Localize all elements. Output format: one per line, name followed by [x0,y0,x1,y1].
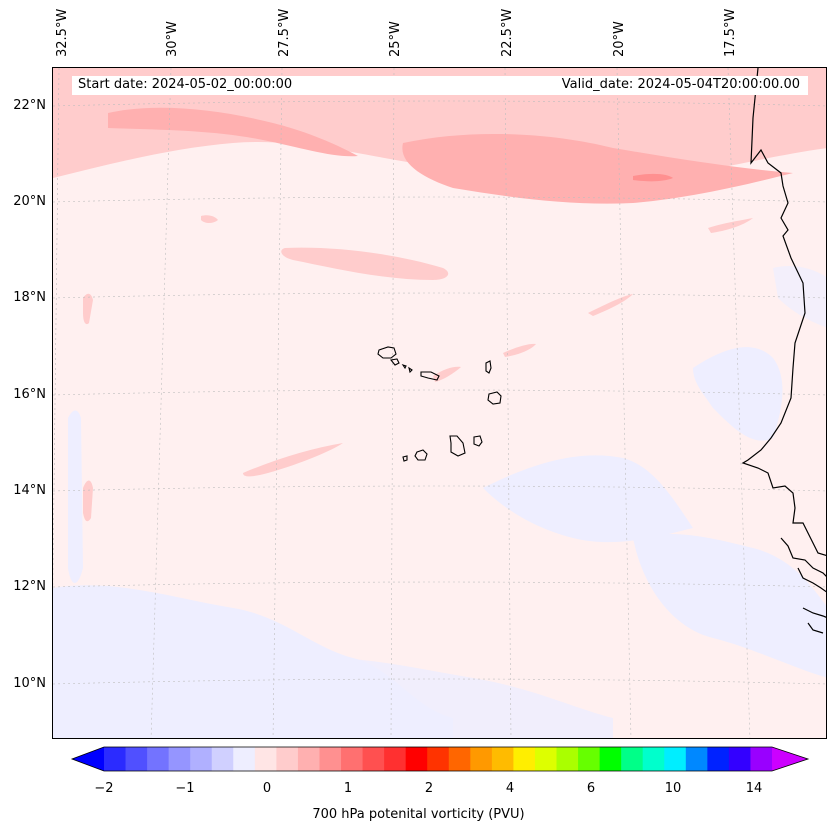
colorbar-segment [405,747,428,771]
lon-label: 32.5°W [55,8,70,57]
colorbar-segment [147,747,170,771]
colorbar-segment [297,747,320,771]
positive-pv-regions [53,68,826,522]
lon-label: 20°W [612,21,627,57]
start-date: Start date: 2024-05-02_00:00:00 [78,77,293,92]
lat-label: 10°N [13,676,46,691]
lat-label: 14°N [13,483,46,498]
colorbar-segment [384,747,407,771]
colorbar-segment [190,747,213,771]
colorbar-outline [70,746,810,772]
lat-label: 12°N [13,579,46,594]
colorbar-tick-label: −2 [94,781,114,796]
colorbar-segment [707,747,730,771]
colorbar-segment [341,747,364,771]
colorbar-label: 700 hPa potenital vorticity (PVU) [312,807,525,822]
colorbar [70,746,810,772]
lon-label: 22.5°W [500,8,515,57]
lon-label: 27.5°W [277,8,292,57]
colorbar-tick-label: 14 [745,781,763,796]
lon-label: 25°W [388,21,403,57]
colorbar-segment [319,747,342,771]
cape-verde-islands [377,346,502,462]
colorbar-segment [621,747,644,771]
colorbar-tick-label: 6 [586,781,596,796]
negative-pv-regions [53,266,826,738]
colorbar-extend-low [72,747,104,771]
colorbar-segment [664,747,687,771]
colorbar-segment [448,747,471,771]
colorbar-segment [491,747,514,771]
colorbar-segment [750,747,773,771]
colorbar-segment [104,747,127,771]
colorbar-segment [534,747,558,771]
graticule [53,68,826,738]
colorbar-segment [168,747,191,771]
map-panel[interactable] [52,67,827,739]
colorbar-segment [470,747,493,771]
colorbar-segment [599,747,622,771]
lat-label: 22°N [13,98,46,113]
colorbar-segment [642,747,665,771]
colorbar-tick-label: 0 [262,781,272,796]
lon-label: 17.5°W [723,8,738,57]
colorbar-segment [728,747,751,771]
colorbar-segment [211,747,234,771]
colorbar-segment [233,747,256,771]
colorbar-segment [427,747,450,771]
colorbar-segment [125,747,148,771]
colorbar-tick-label: 4 [505,781,515,796]
colorbar-tick-label: 2 [424,781,434,796]
colorbar-segment [276,747,299,771]
lat-label: 20°N [13,194,46,209]
date-annotation: Start date: 2024-05-02_00:00:00 Valid_da… [72,76,808,95]
colorbar-tick-label: −1 [175,781,195,796]
colorbar-segment [513,747,536,771]
lat-label: 16°N [13,387,46,402]
colorbar-extend-high [772,747,808,771]
colorbar-segment [685,747,708,771]
coastline [741,68,826,634]
map-canvas [53,68,826,738]
valid-date: Valid_date: 2024-05-04T20:00:00.00 [561,77,800,92]
lat-label: 18°N [13,290,46,305]
colorbar-segment [556,747,579,771]
colorbar-tick-label: 1 [343,781,353,796]
colorbar-segment [578,747,601,771]
colorbar-segment [254,747,277,771]
colorbar-tick-label: 10 [664,781,682,796]
colorbar-segment [362,747,385,771]
lon-label: 30°W [165,21,180,57]
